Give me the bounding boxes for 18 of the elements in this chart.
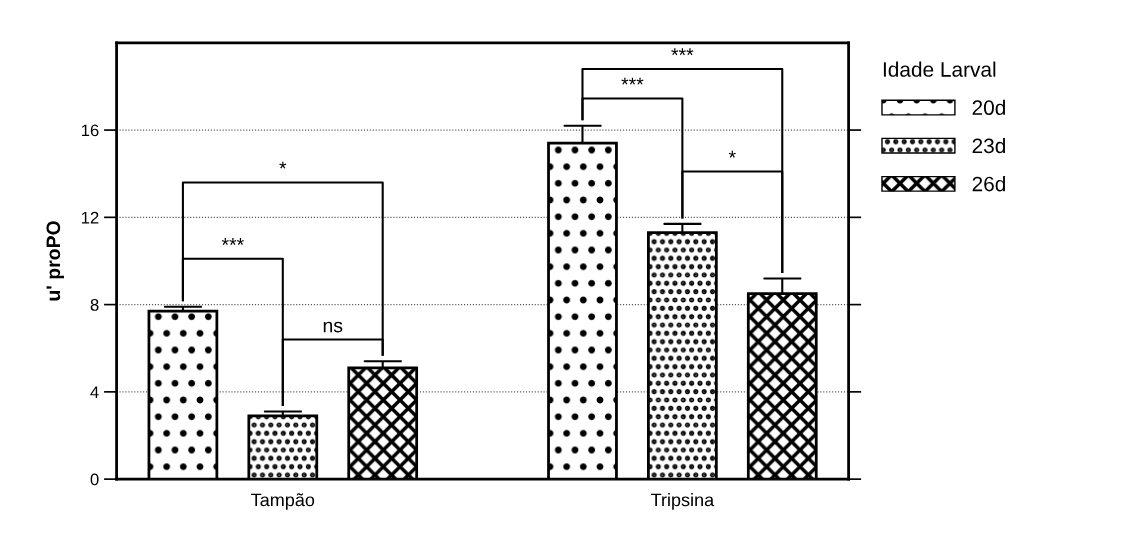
annotation: *	[279, 161, 287, 169]
annotation: ***	[221, 238, 244, 245]
x-tick-label: Tampão	[251, 493, 315, 510]
annotation: ***	[671, 48, 694, 56]
legend-title: Idade Larval	[883, 61, 996, 77]
y-axis-title: u' proPO	[46, 221, 65, 301]
y-tick-label: 0	[90, 473, 99, 486]
annotation: ns	[323, 321, 343, 333]
text: 26d	[972, 176, 1005, 192]
text: 23d	[972, 137, 1005, 154]
x-tick-label: Tripsina	[651, 493, 715, 510]
y-tick-label: 16	[81, 124, 99, 137]
annotation: ***	[621, 77, 644, 85]
y-tick-label: 12	[81, 211, 99, 224]
y-tick-label: 8	[90, 299, 99, 311]
y-tick-label: 4	[90, 386, 99, 398]
annotation: *	[728, 150, 736, 158]
text: 20d	[972, 99, 1005, 116]
